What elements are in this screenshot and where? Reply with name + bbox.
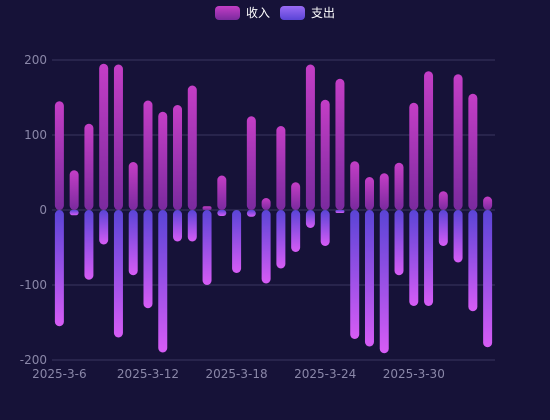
bar-income[interactable]	[379, 173, 389, 210]
bar-expense[interactable]	[438, 210, 448, 246]
bar-expense[interactable]	[394, 210, 404, 276]
bar-expense[interactable]	[379, 210, 389, 354]
bar-expense[interactable]	[335, 210, 345, 213]
bar-income[interactable]	[54, 101, 64, 210]
bar-expense[interactable]	[261, 210, 271, 284]
bar-income[interactable]	[84, 123, 94, 210]
bar-expense[interactable]	[217, 210, 227, 216]
bar-expense[interactable]	[468, 210, 478, 312]
bar-income[interactable]	[364, 177, 374, 210]
bar-expense[interactable]	[128, 210, 138, 276]
bar-expense[interactable]	[305, 210, 315, 228]
y-tick-label: -200	[20, 353, 47, 367]
bar-expense[interactable]	[276, 210, 286, 269]
bar-expense[interactable]	[350, 210, 360, 339]
bar-expense[interactable]	[143, 210, 153, 309]
legend-swatch-income	[214, 5, 240, 20]
bar-income[interactable]	[335, 78, 345, 210]
legend-label-expense: 支出	[311, 6, 336, 20]
bar-expense[interactable]	[453, 210, 463, 263]
bar-income[interactable]	[305, 64, 315, 211]
bar-expense[interactable]	[54, 210, 64, 327]
bar-expense[interactable]	[173, 210, 183, 242]
bar-income[interactable]	[291, 182, 301, 210]
bar-income[interactable]	[409, 102, 419, 210]
y-tick-label: 0	[39, 203, 47, 217]
bar-income[interactable]	[217, 175, 227, 211]
x-tick-label: 2025-3-24	[294, 367, 356, 381]
bar-expense[interactable]	[187, 210, 197, 242]
bar-income[interactable]	[99, 63, 109, 210]
bar-income[interactable]	[424, 71, 434, 210]
bar-income[interactable]	[69, 170, 79, 210]
x-tick-label: 2025-3-12	[117, 367, 179, 381]
bar-expense[interactable]	[84, 210, 94, 280]
bar-expense[interactable]	[320, 210, 330, 246]
bar-expense[interactable]	[69, 210, 79, 216]
bar-income[interactable]	[113, 64, 123, 211]
bar-expense[interactable]	[99, 210, 109, 245]
bar-income[interactable]	[143, 100, 153, 211]
bar-expense[interactable]	[291, 210, 301, 252]
x-tick-label: 2025-3-18	[206, 367, 268, 381]
bar-expense[interactable]	[202, 210, 212, 285]
bar-income[interactable]	[128, 162, 138, 210]
legend: 收入 支出	[0, 4, 550, 21]
y-tick-label: 200	[24, 53, 47, 67]
bar-income[interactable]	[438, 191, 448, 210]
bar-income[interactable]	[173, 105, 183, 210]
y-tick-label: -100	[20, 278, 47, 292]
bar-income[interactable]	[453, 74, 463, 210]
bar-expense[interactable]	[246, 210, 256, 217]
y-tick-label: 100	[24, 128, 47, 142]
bar-income[interactable]	[320, 99, 330, 210]
bar-expense[interactable]	[483, 210, 493, 348]
bar-income[interactable]	[246, 116, 256, 210]
bar-income[interactable]	[202, 206, 212, 210]
bar-income[interactable]	[350, 161, 360, 210]
bar-income[interactable]	[158, 111, 168, 210]
bar-expense[interactable]	[232, 210, 242, 273]
bar-expense[interactable]	[158, 210, 168, 353]
bar-expense[interactable]	[409, 210, 419, 306]
x-tick-label: 2025-3-6	[32, 367, 86, 381]
x-tick-label: 2025-3-30	[383, 367, 445, 381]
bar-income[interactable]	[394, 162, 404, 210]
legend-item-expense[interactable]: 支出	[280, 4, 335, 21]
legend-label-income: 收入	[245, 6, 270, 20]
bar-income[interactable]	[276, 126, 286, 210]
bar-expense[interactable]	[364, 210, 374, 347]
bar-income[interactable]	[468, 93, 478, 210]
bar-income[interactable]	[261, 198, 271, 210]
legend-item-income[interactable]: 收入	[214, 4, 270, 21]
bar-income[interactable]	[187, 85, 197, 211]
bar-expense[interactable]	[113, 210, 123, 338]
bar-expense[interactable]	[424, 210, 434, 306]
bar-income[interactable]	[483, 196, 493, 211]
legend-swatch-expense	[280, 5, 305, 20]
